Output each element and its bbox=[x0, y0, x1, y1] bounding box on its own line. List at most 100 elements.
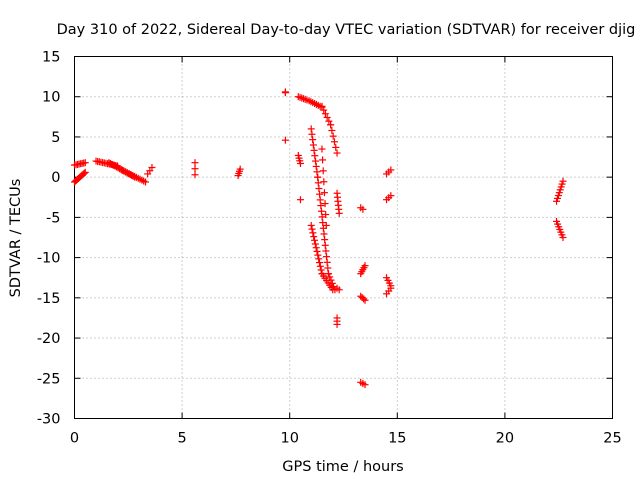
data-point bbox=[281, 136, 289, 144]
data-point bbox=[321, 236, 329, 244]
x-axis-label: GPS time / hours bbox=[282, 459, 403, 475]
data-point bbox=[320, 230, 328, 238]
data-point bbox=[310, 146, 318, 154]
x-tick-label: 5 bbox=[177, 431, 186, 447]
x-tick-label: 15 bbox=[388, 431, 406, 447]
data-point bbox=[312, 244, 320, 252]
data-point bbox=[317, 266, 325, 274]
data-point bbox=[298, 94, 306, 102]
y-tick-label: -10 bbox=[37, 251, 61, 267]
data-point bbox=[318, 213, 326, 221]
data-point bbox=[307, 125, 315, 133]
data-point bbox=[320, 178, 328, 186]
data-point bbox=[317, 207, 325, 215]
x-tick-label: 25 bbox=[603, 431, 621, 447]
data-point bbox=[333, 320, 341, 328]
data-point bbox=[296, 93, 304, 101]
data-point bbox=[191, 165, 199, 173]
data-point bbox=[315, 255, 323, 263]
data-point bbox=[318, 145, 326, 153]
data-point bbox=[319, 219, 327, 227]
data-point bbox=[307, 221, 315, 229]
data-point bbox=[281, 88, 289, 96]
data-point bbox=[320, 189, 328, 197]
data-point bbox=[313, 247, 321, 255]
data-point bbox=[361, 296, 369, 304]
data-point bbox=[114, 164, 122, 172]
data-point bbox=[315, 259, 323, 267]
data-point bbox=[309, 136, 317, 144]
data-point bbox=[311, 240, 319, 248]
data-point bbox=[335, 209, 343, 217]
data-point bbox=[325, 117, 333, 125]
y-tick-label: -30 bbox=[37, 412, 61, 428]
data-point bbox=[321, 241, 329, 249]
data-point bbox=[313, 168, 321, 176]
y-tick-label: -15 bbox=[37, 291, 61, 307]
data-point bbox=[296, 196, 304, 204]
data-point bbox=[387, 192, 395, 200]
data-point bbox=[323, 253, 331, 261]
data-point bbox=[322, 247, 330, 255]
data-point bbox=[81, 159, 89, 167]
y-tick-label: -25 bbox=[37, 371, 61, 387]
chart-title: Day 310 of 2022, Sidereal Day-to-day VTE… bbox=[57, 22, 636, 38]
data-point bbox=[315, 185, 323, 193]
data-point bbox=[80, 169, 88, 177]
data-point bbox=[108, 160, 116, 168]
data-point bbox=[113, 163, 121, 171]
data-point bbox=[316, 190, 324, 198]
data-point bbox=[559, 177, 567, 185]
data-point bbox=[319, 167, 327, 175]
data-point bbox=[106, 160, 114, 168]
y-tick-label: -20 bbox=[37, 331, 61, 347]
data-point bbox=[314, 251, 322, 259]
y-axis-label: SDTVAR / TECUs bbox=[8, 179, 24, 298]
data-point bbox=[236, 165, 244, 173]
x-tick-label: 0 bbox=[70, 431, 79, 447]
data-point bbox=[309, 141, 317, 149]
data-point bbox=[322, 221, 330, 229]
data-point bbox=[314, 173, 322, 181]
y-tick-label: -5 bbox=[46, 210, 60, 226]
data-point bbox=[312, 157, 320, 165]
data-point bbox=[335, 286, 343, 294]
data-point bbox=[311, 152, 319, 160]
data-point bbox=[301, 95, 309, 103]
data-point bbox=[324, 264, 332, 272]
data-point bbox=[324, 270, 332, 278]
y-tick-label: 10 bbox=[42, 90, 60, 106]
data-point bbox=[328, 127, 336, 135]
ticks: 0 5 10 15 20 25 -30 -25 -20 -15 -10 -5 0 5 10 15 bbox=[37, 50, 622, 447]
data-point bbox=[329, 132, 337, 140]
data-point bbox=[360, 295, 368, 303]
data-point bbox=[81, 168, 89, 176]
data-point bbox=[327, 121, 335, 129]
data-point bbox=[359, 205, 367, 213]
data-point bbox=[299, 95, 307, 103]
data-point bbox=[311, 236, 319, 244]
data-point bbox=[321, 200, 329, 208]
data-point bbox=[309, 229, 317, 237]
data-point bbox=[330, 138, 338, 146]
data-point bbox=[308, 225, 316, 233]
y-tick-label: 15 bbox=[42, 50, 60, 66]
y-tick-label: 0 bbox=[51, 170, 60, 186]
data-point bbox=[294, 93, 302, 101]
data-point bbox=[332, 143, 340, 151]
data-point bbox=[322, 211, 330, 219]
data-point bbox=[296, 159, 304, 167]
data-point bbox=[316, 196, 324, 204]
data-point bbox=[323, 113, 331, 121]
data-point bbox=[326, 273, 334, 281]
data-point bbox=[111, 162, 119, 170]
y-tick-label: 5 bbox=[51, 130, 60, 146]
x-tick-label: 10 bbox=[280, 431, 298, 447]
data-point bbox=[318, 102, 326, 110]
data-point bbox=[316, 262, 324, 270]
data-point bbox=[142, 178, 150, 186]
data-point bbox=[387, 284, 395, 292]
data-point bbox=[559, 234, 567, 241]
